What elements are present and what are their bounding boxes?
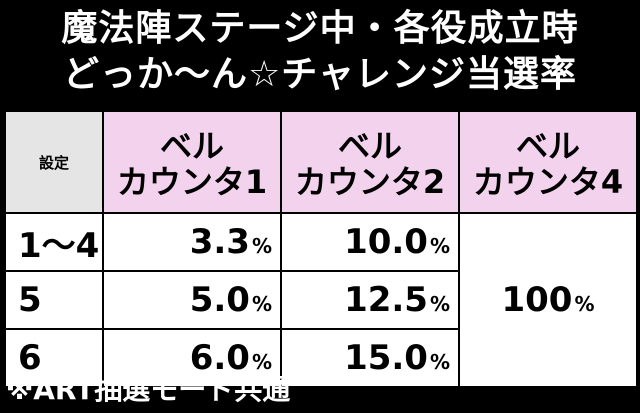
title-line-1: 魔法陣ステージ中・各役成立時 [61, 8, 579, 49]
header-col3-line2: カウンタ4 [472, 163, 624, 201]
merged-number: 100 [501, 280, 573, 320]
cell-unit: % [429, 234, 450, 258]
rate-table: 設定 ベル カウンタ1 ベル カウンタ2 ベル カウンタ4 1〜4 3.3% [4, 110, 638, 388]
cell-number: 12.5 [344, 280, 428, 320]
header-bell-counter-4: ベル カウンタ4 [460, 112, 636, 212]
merged-cell-value: 100% [460, 214, 636, 386]
header-bell-counter-2: ベル カウンタ2 [282, 112, 458, 212]
cell-number: 10.0 [344, 222, 428, 262]
title-line-2: どっか〜ん☆チャレンジ当選率 [63, 54, 577, 95]
cell-value: 6.0% [104, 330, 280, 386]
table-row: 1〜4 3.3% 10.0% 100% [6, 214, 636, 386]
cell-number: 15.0 [344, 338, 428, 378]
header-setting: 設定 [6, 112, 102, 212]
page-title: 魔法陣ステージ中・各役成立時 どっか〜ん☆チャレンジ当選率 [0, 0, 640, 110]
row-setting-label: 1〜4 [6, 214, 102, 270]
row-setting-label: 6 [6, 330, 102, 386]
cell-unit: % [429, 292, 450, 316]
cell-value: 3.3% [104, 214, 280, 270]
cell-value: 15.0% [282, 330, 458, 386]
cell-number: 3.3 [189, 222, 250, 262]
cell-value: 12.5% [282, 272, 458, 328]
cell-unit: % [429, 350, 450, 374]
header-col1-line2: カウンタ1 [116, 163, 268, 201]
footer-note: ※ART抽選モード共通 [6, 373, 291, 406]
cell-number: 5.0 [189, 280, 250, 320]
row-setting-label: 5 [6, 272, 102, 328]
header-col3-line1: ベル [515, 127, 580, 165]
header-col2-line2: カウンタ2 [294, 163, 446, 201]
cell-value: 5.0% [104, 272, 280, 328]
cell-number: 6.0 [189, 338, 250, 378]
cell-unit: % [251, 292, 272, 316]
table-header-row: 設定 ベル カウンタ1 ベル カウンタ2 ベル カウンタ4 [6, 112, 636, 212]
table-row: 5 5.0% 12.5% [6, 272, 636, 328]
cell-value: 10.0% [282, 214, 458, 270]
header-bell-counter-1: ベル カウンタ1 [104, 112, 280, 212]
header-col1-line1: ベル [159, 127, 224, 165]
cell-unit: % [251, 234, 272, 258]
header-col2-line1: ベル [337, 127, 402, 165]
merged-unit: % [574, 292, 595, 316]
table-row: 6 6.0% 15.0% [6, 330, 636, 386]
cell-unit: % [251, 350, 272, 374]
